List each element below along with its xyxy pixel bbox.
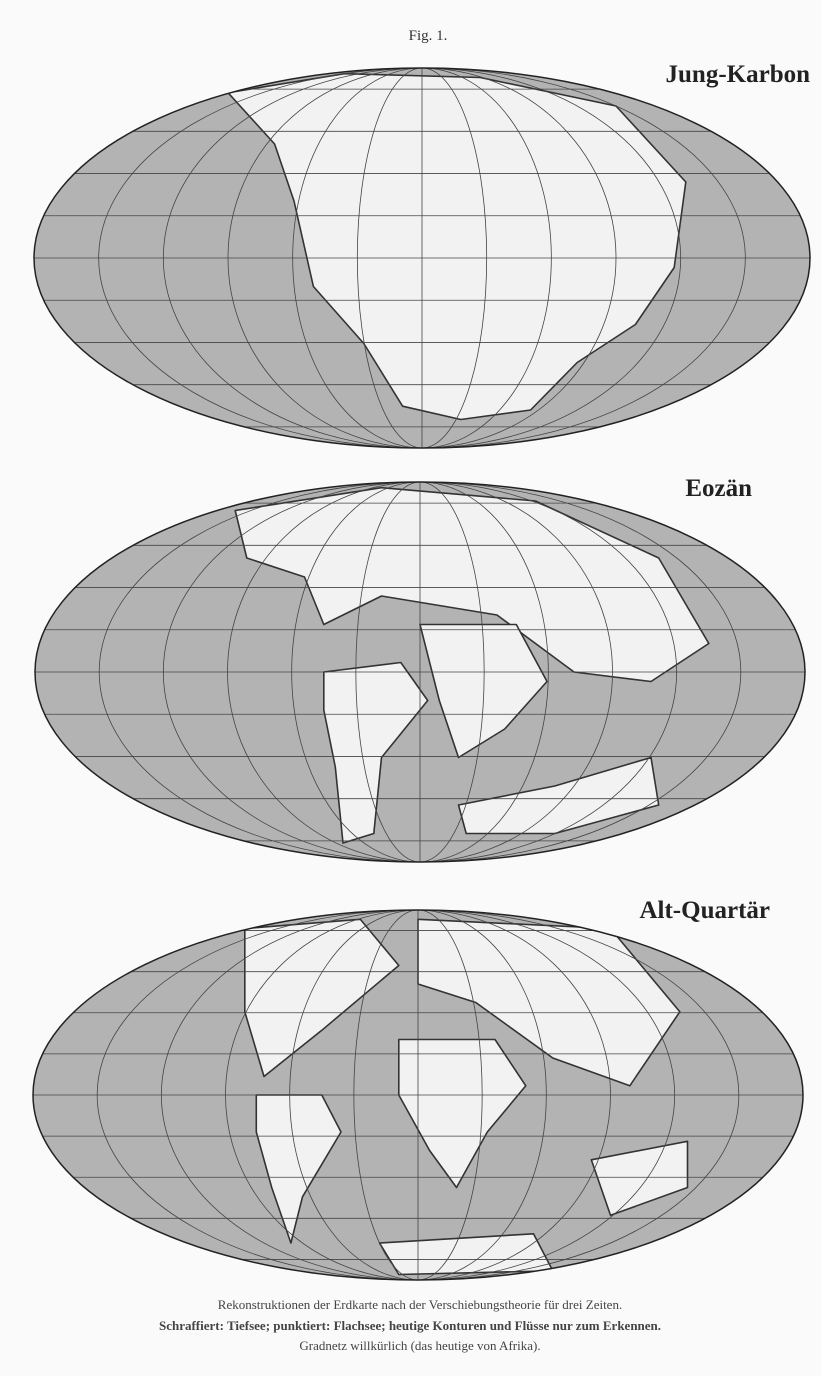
map: Jung-Karbon — [33, 61, 811, 449]
meridian — [98, 482, 742, 862]
meridian — [162, 68, 682, 448]
land — [417, 918, 681, 1087]
meridian — [356, 68, 488, 448]
meridian — [225, 910, 611, 1280]
map-title: Alt-Quartär — [639, 897, 770, 924]
meridian — [227, 482, 613, 862]
land — [457, 756, 660, 835]
meridian — [162, 482, 678, 862]
land — [244, 918, 400, 1078]
map-content — [35, 482, 805, 862]
map: Alt-Quartär — [32, 897, 804, 1281]
map-border — [33, 67, 811, 449]
map-title: Jung-Karbon — [666, 61, 811, 88]
land — [590, 1140, 689, 1217]
land — [398, 1038, 527, 1189]
meridian — [353, 910, 483, 1280]
land — [255, 1094, 342, 1244]
figure-label: Fig. 1. — [409, 28, 448, 44]
map-content — [33, 910, 803, 1280]
map-border — [34, 481, 806, 863]
meridian — [291, 482, 549, 862]
map-content — [34, 68, 810, 448]
meridian — [355, 482, 485, 862]
meridian — [98, 68, 746, 448]
meridian — [227, 68, 617, 448]
map-border — [32, 909, 804, 1281]
maps: Jung-Karbon Eozän Alt-Quartär — [32, 61, 811, 1281]
caption-line: Schraffiert: Tiefsee; punktiert: Flachse… — [159, 1318, 661, 1333]
land — [323, 661, 429, 844]
meridian — [160, 910, 676, 1280]
map: Eozän — [34, 475, 806, 863]
caption-line: Rekonstruktionen der Erdkarte nach der V… — [218, 1297, 622, 1312]
caption-line: Gradnetz willkürlich (das heutige von Af… — [299, 1338, 540, 1353]
meridian — [96, 910, 740, 1280]
meridian — [292, 68, 552, 448]
meridian — [289, 910, 547, 1280]
map-title: Eozän — [685, 475, 752, 502]
